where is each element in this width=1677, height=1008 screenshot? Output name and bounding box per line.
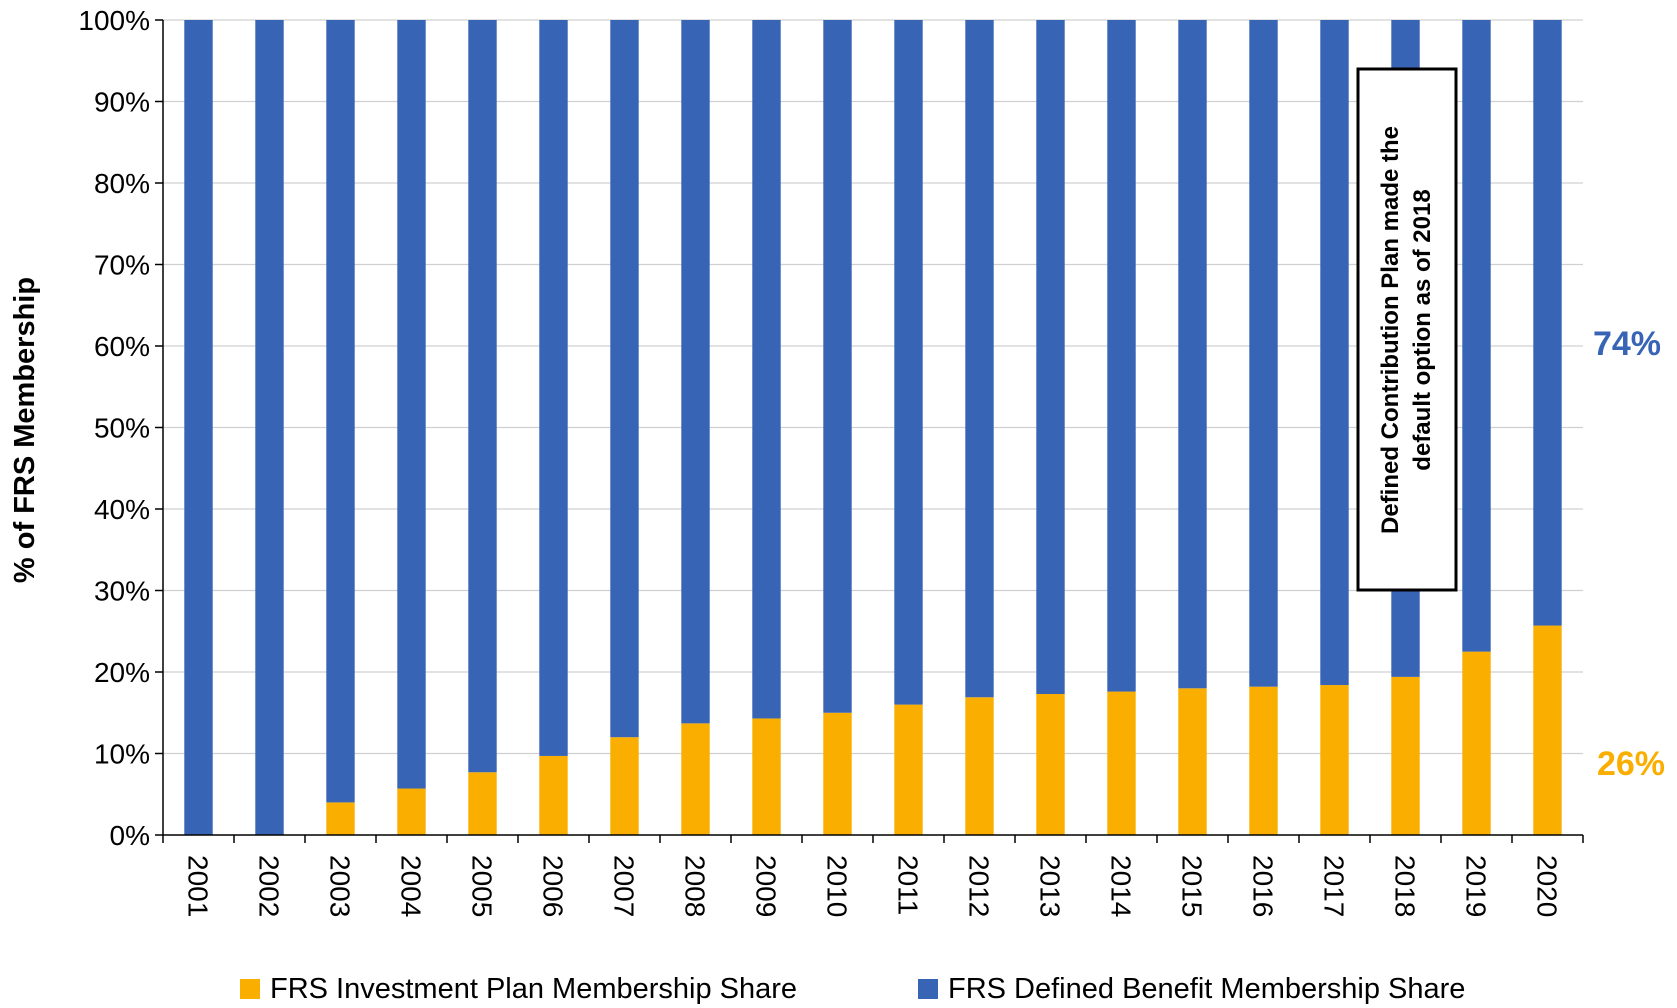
y-tick-label: 10% xyxy=(94,739,150,770)
bar-investment-plan xyxy=(1462,651,1491,835)
bar-defined-benefit xyxy=(539,20,568,756)
bar-investment-plan xyxy=(1320,685,1349,835)
x-tick-labels: 2001 2002 2003 2004 2005 2006 2007 2008 2009 2010… xyxy=(183,855,1563,917)
bar-investment-plan xyxy=(1107,691,1136,835)
y-tick-label: 40% xyxy=(94,494,150,525)
y-tick-label: 0% xyxy=(110,820,150,851)
x-tick-label: 2010 xyxy=(822,855,853,917)
annotation-frame xyxy=(1356,67,1458,592)
x-tick-label: 2012 xyxy=(964,855,995,917)
bar-investment-plan xyxy=(894,704,923,835)
x-tick-label: 2006 xyxy=(538,855,569,917)
y-tick-label: 90% xyxy=(94,87,150,118)
bar-defined-benefit xyxy=(894,20,923,705)
y-axis-label: % of FRS Membership xyxy=(9,277,41,583)
bar-defined-benefit xyxy=(255,20,284,835)
bar-investment-plan xyxy=(326,802,355,835)
bar-investment-plan xyxy=(1249,686,1278,835)
bar-defined-benefit xyxy=(326,20,355,803)
bar-investment-plan xyxy=(539,755,568,835)
bar-investment-plan xyxy=(397,788,426,835)
bar-investment-plan xyxy=(1391,676,1420,835)
end-label-ip: 26% xyxy=(1597,745,1665,783)
bar-investment-plan xyxy=(823,712,852,835)
bar-defined-benefit xyxy=(681,20,710,724)
bar-investment-plan xyxy=(681,723,710,835)
bars xyxy=(184,20,1562,835)
bar-defined-benefit xyxy=(1178,20,1207,689)
legend-swatch-defined-benefit xyxy=(918,979,938,999)
y-tick-label: 70% xyxy=(94,250,150,281)
x-tick-label: 2020 xyxy=(1532,855,1563,917)
annotation-line-1: Defined Contribution Plan made the xyxy=(1377,126,1404,534)
bar-defined-benefit xyxy=(823,20,852,713)
bar-investment-plan xyxy=(752,718,781,835)
annotation-line-2: default option as of 2018 xyxy=(1409,189,1436,470)
x-tick-label: 2009 xyxy=(751,855,782,917)
bar-defined-benefit xyxy=(965,20,994,698)
legend-label-investment: FRS Investment Plan Membership Share xyxy=(270,973,797,1005)
y-tick-label: 100% xyxy=(78,5,150,36)
bar-investment-plan xyxy=(1178,688,1207,835)
y-tick-label: 30% xyxy=(94,576,150,607)
end-label-db: 74% xyxy=(1593,325,1661,363)
bar-defined-benefit xyxy=(184,20,213,835)
x-tick-label: 2001 xyxy=(183,855,214,917)
bar-defined-benefit xyxy=(397,20,426,789)
x-tick-label: 2016 xyxy=(1248,855,1279,917)
bar-defined-benefit xyxy=(468,20,497,773)
x-tick-label: 2013 xyxy=(1035,855,1066,917)
x-tick-label: 2011 xyxy=(893,855,924,915)
bar-defined-benefit xyxy=(610,20,639,738)
axes xyxy=(155,19,1584,843)
x-tick-label: 2003 xyxy=(325,855,356,917)
x-tick-label: 2005 xyxy=(467,855,498,917)
y-tick-labels: 0% 10% 20% 30% 40% 50% 60% 70% 80% 90% 100% xyxy=(78,5,150,851)
annotation-box: Defined Contribution Plan made the defau… xyxy=(1356,67,1458,592)
x-tick-label: 2018 xyxy=(1390,855,1421,917)
bar-defined-benefit xyxy=(1107,20,1136,692)
bar-defined-benefit xyxy=(752,20,781,719)
y-tick-label: 20% xyxy=(94,657,150,688)
bar-investment-plan xyxy=(468,772,497,835)
bar-investment-plan xyxy=(1036,694,1065,835)
bar-investment-plan xyxy=(965,697,994,835)
bar-defined-benefit xyxy=(1462,20,1491,652)
x-tick-label: 2015 xyxy=(1177,855,1208,917)
x-tick-label: 2019 xyxy=(1461,855,1492,917)
bar-defined-benefit xyxy=(1533,20,1562,626)
bar-defined-benefit xyxy=(1320,20,1349,686)
x-tick-label: 2014 xyxy=(1106,855,1137,917)
legend-swatch-investment xyxy=(240,979,260,999)
y-tick-label: 80% xyxy=(94,168,150,199)
x-tick-label: 2008 xyxy=(680,855,711,917)
y-tick-label: 60% xyxy=(94,331,150,362)
x-tick-label: 2007 xyxy=(609,855,640,917)
bar-investment-plan xyxy=(610,737,639,835)
x-tick-label: 2017 xyxy=(1319,855,1350,917)
legend: FRS Investment Plan Membership Share FRS… xyxy=(240,973,1465,1005)
x-tick-label: 2002 xyxy=(254,855,285,917)
legend-label-defined-benefit: FRS Defined Benefit Membership Share xyxy=(948,973,1465,1005)
bar-investment-plan xyxy=(1533,625,1562,835)
x-tick-label: 2004 xyxy=(396,855,427,917)
y-tick-label: 50% xyxy=(94,413,150,444)
bar-defined-benefit xyxy=(1249,20,1278,687)
bar-defined-benefit xyxy=(1036,20,1065,695)
